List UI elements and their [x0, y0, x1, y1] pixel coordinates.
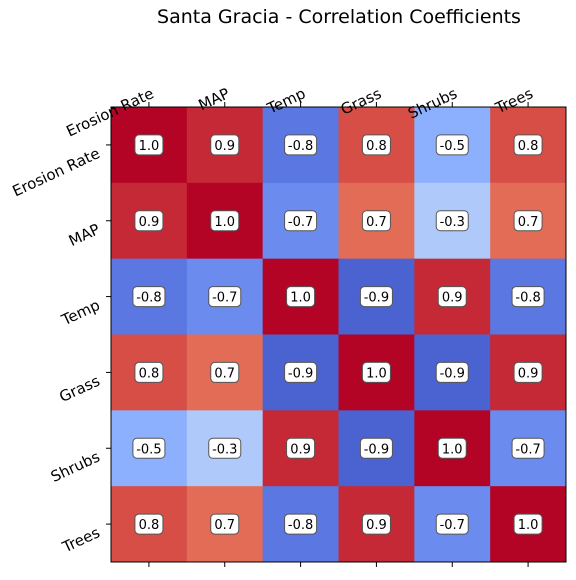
cell-value-label: 0.9: [139, 215, 160, 230]
cell-value-label: -0.5: [136, 442, 161, 457]
cell-value-box: [435, 513, 469, 535]
cell-value-box: [511, 286, 545, 308]
cell-value-label: 0.7: [366, 215, 387, 230]
cell-value-label: 1.0: [366, 366, 387, 381]
cell-value-label: -0.7: [515, 442, 540, 457]
cell-value-box: [284, 361, 318, 383]
cell-value-label: -0.7: [212, 291, 237, 306]
cell-value-label: 0.9: [214, 139, 235, 154]
cell-value-label: 0.8: [366, 139, 387, 154]
cell-value-box: [361, 134, 391, 156]
cell-value-label: 1.0: [518, 518, 539, 533]
y-tick-label: Trees: [59, 523, 103, 556]
cell-value-box: [210, 134, 240, 156]
cell-value-labels: 1.0 0.9 -0.8 0.8 -0.5 0.8 0.9 1.0 -0.7 0.7 -0.3 0.7…: [132, 134, 545, 535]
cell-value-label: 0.8: [518, 139, 539, 154]
cell-value-label: 0.9: [366, 518, 387, 533]
cell-value-box: [361, 361, 391, 383]
cell-value-box: [361, 513, 391, 535]
cell-value-label: 0.9: [518, 366, 539, 381]
cell-value-label: 0.7: [214, 366, 235, 381]
cell-value-label: -0.8: [136, 291, 161, 306]
cell-value-label: -0.9: [288, 366, 313, 381]
y-tick-label: Temp: [58, 296, 103, 330]
cell-value-box: [361, 210, 391, 232]
cell-value-label: -0.8: [515, 291, 540, 306]
cell-value-label: 0.8: [139, 366, 160, 381]
y-tick-label: Shrubs: [48, 447, 103, 485]
cell-value-box: [359, 286, 393, 308]
cell-value-box: [359, 437, 393, 459]
cell-value-box: [286, 437, 316, 459]
cell-value-box: [513, 361, 543, 383]
cell-value-label: 0.9: [442, 291, 463, 306]
chart-title: Santa Gracia - Correlation Coefficients: [157, 6, 521, 28]
cell-value-box: [134, 361, 164, 383]
cell-value-label: -0.7: [440, 518, 465, 533]
cell-value-label: -0.3: [440, 215, 465, 230]
cell-value-box: [435, 134, 469, 156]
cell-value-box: [134, 513, 164, 535]
cell-value-box: [513, 210, 543, 232]
cell-value-box: [513, 513, 543, 535]
cell-value-box: [437, 437, 467, 459]
cell-value-box: [210, 513, 240, 535]
heatmap-cells: [111, 107, 567, 563]
cell-value-label: -0.7: [288, 215, 313, 230]
cell-value-box: [435, 210, 469, 232]
cell-value-box: [134, 134, 164, 156]
cell-value-box: [284, 134, 318, 156]
cell-value-label: 1.0: [139, 139, 160, 154]
cell-value-label: 0.7: [518, 215, 539, 230]
cell-value-box: [511, 437, 545, 459]
cell-value-label: -0.8: [288, 139, 313, 154]
cell-value-box: [513, 134, 543, 156]
cell-value-box: [208, 286, 242, 308]
cell-value-label: -0.8: [288, 518, 313, 533]
cell-value-label: 0.7: [214, 518, 235, 533]
cell-value-box: [286, 286, 316, 308]
cell-value-label: -0.9: [440, 366, 465, 381]
cell-value-box: [134, 210, 164, 232]
cell-value-box: [210, 210, 240, 232]
plot-frame: [110, 106, 567, 563]
cell-value-label: 1.0: [442, 442, 463, 457]
cell-value-box: [132, 437, 166, 459]
cell-value-label: -0.5: [440, 139, 465, 154]
cell-value-box: [208, 437, 242, 459]
cell-value-label: 1.0: [214, 215, 235, 230]
y-tick-label: Grass: [56, 372, 102, 406]
y-tick-label: Erosion Rate: [10, 144, 103, 200]
cell-value-label: -0.9: [364, 442, 389, 457]
y-tick-label: MAP: [66, 220, 103, 250]
cell-value-box: [132, 286, 166, 308]
cell-value-box: [284, 513, 318, 535]
cell-value-box: [435, 361, 469, 383]
cell-value-label: -0.3: [212, 442, 237, 457]
cell-value-label: 1.0: [290, 291, 311, 306]
cell-value-box: [210, 361, 240, 383]
cell-value-box: [284, 210, 318, 232]
cell-value-label: 0.8: [139, 518, 160, 533]
cell-value-label: 0.9: [290, 442, 311, 457]
cell-value-box: [437, 286, 467, 308]
cell-value-label: -0.9: [364, 291, 389, 306]
